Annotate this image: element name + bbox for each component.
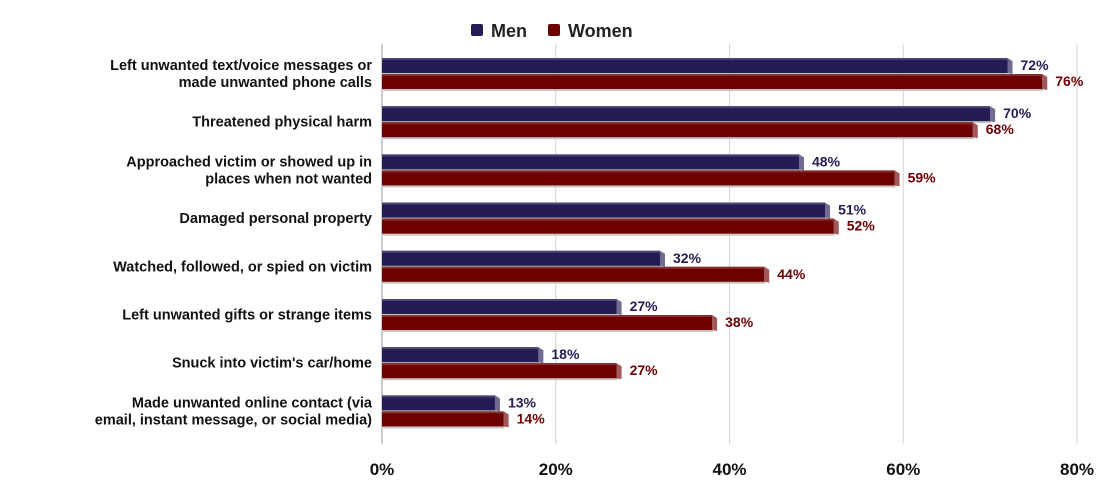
- data-label-women: 14%: [517, 410, 546, 426]
- data-label-women: 59%: [908, 169, 937, 185]
- bar-women: [382, 170, 900, 188]
- bar-women: [382, 411, 509, 429]
- data-label-women: 68%: [986, 121, 1015, 137]
- data-label-women: 38%: [725, 314, 754, 330]
- data-label-women: 76%: [1055, 73, 1084, 89]
- legend-label: Men: [491, 21, 527, 41]
- bar-women: [382, 122, 978, 140]
- x-tick-label: 0%: [370, 460, 395, 479]
- category-label: Left unwanted gifts or strange items: [122, 308, 372, 324]
- data-label-men: 18%: [551, 346, 580, 362]
- bar-women: [382, 218, 839, 236]
- legend-swatch: [471, 24, 483, 36]
- data-label-men: 13%: [508, 394, 537, 410]
- bar-men: [382, 250, 665, 268]
- category-label: Snuck into victim's car/home: [172, 356, 372, 372]
- bar-men: [382, 154, 804, 172]
- data-label-women: 27%: [630, 362, 659, 378]
- bar-women: [382, 363, 622, 381]
- data-label-men: 51%: [838, 202, 867, 218]
- bar-women: [382, 266, 770, 284]
- bars: [382, 58, 1048, 429]
- gridlines: [381, 44, 1078, 444]
- bar-men: [382, 58, 1013, 75]
- category-label: Approached victim or showed up in places …: [126, 154, 372, 187]
- category-label: Left unwanted text/voice messages or made…: [110, 58, 372, 91]
- x-tick-label: 40%: [712, 460, 746, 479]
- category-labels: Left unwanted text/voice messages or made…: [95, 58, 373, 428]
- legend-swatch: [548, 24, 560, 36]
- data-label-men: 72%: [1021, 57, 1050, 73]
- bar-men: [382, 106, 996, 124]
- x-tick-label: 80%: [1060, 460, 1094, 479]
- legend: Men Women: [471, 21, 633, 41]
- bar-women: [382, 74, 1048, 91]
- data-label-men: 27%: [630, 298, 659, 314]
- category-label: Made unwanted online contact (via email, …: [95, 395, 373, 428]
- category-label: Threatened physical harm: [192, 115, 372, 131]
- bar-men: [382, 347, 544, 365]
- legend-label: Women: [568, 21, 633, 41]
- data-labels: 72% 76% 70%68% 48% 59% 51%52% 32% 44% 27% 38% 18% 2…: [508, 57, 1084, 426]
- data-label-men: 48%: [812, 153, 841, 169]
- bar-men: [382, 395, 500, 413]
- category-label: Damaged personal property: [179, 211, 372, 227]
- data-label-men: 70%: [1003, 105, 1032, 121]
- category-label: Watched, followed, or spied on victim: [113, 259, 372, 275]
- bar-men: [382, 299, 622, 316]
- bar-men: [382, 202, 831, 220]
- x-axis-ticks: 0% 20% 40% 60% 80%: [370, 460, 1094, 479]
- data-label-women: 44%: [777, 266, 806, 282]
- data-label-men: 32%: [673, 250, 702, 266]
- x-tick-label: 60%: [886, 460, 920, 479]
- data-label-women: 52%: [847, 218, 876, 234]
- bar-women: [382, 315, 718, 332]
- x-tick-label: 20%: [539, 460, 573, 479]
